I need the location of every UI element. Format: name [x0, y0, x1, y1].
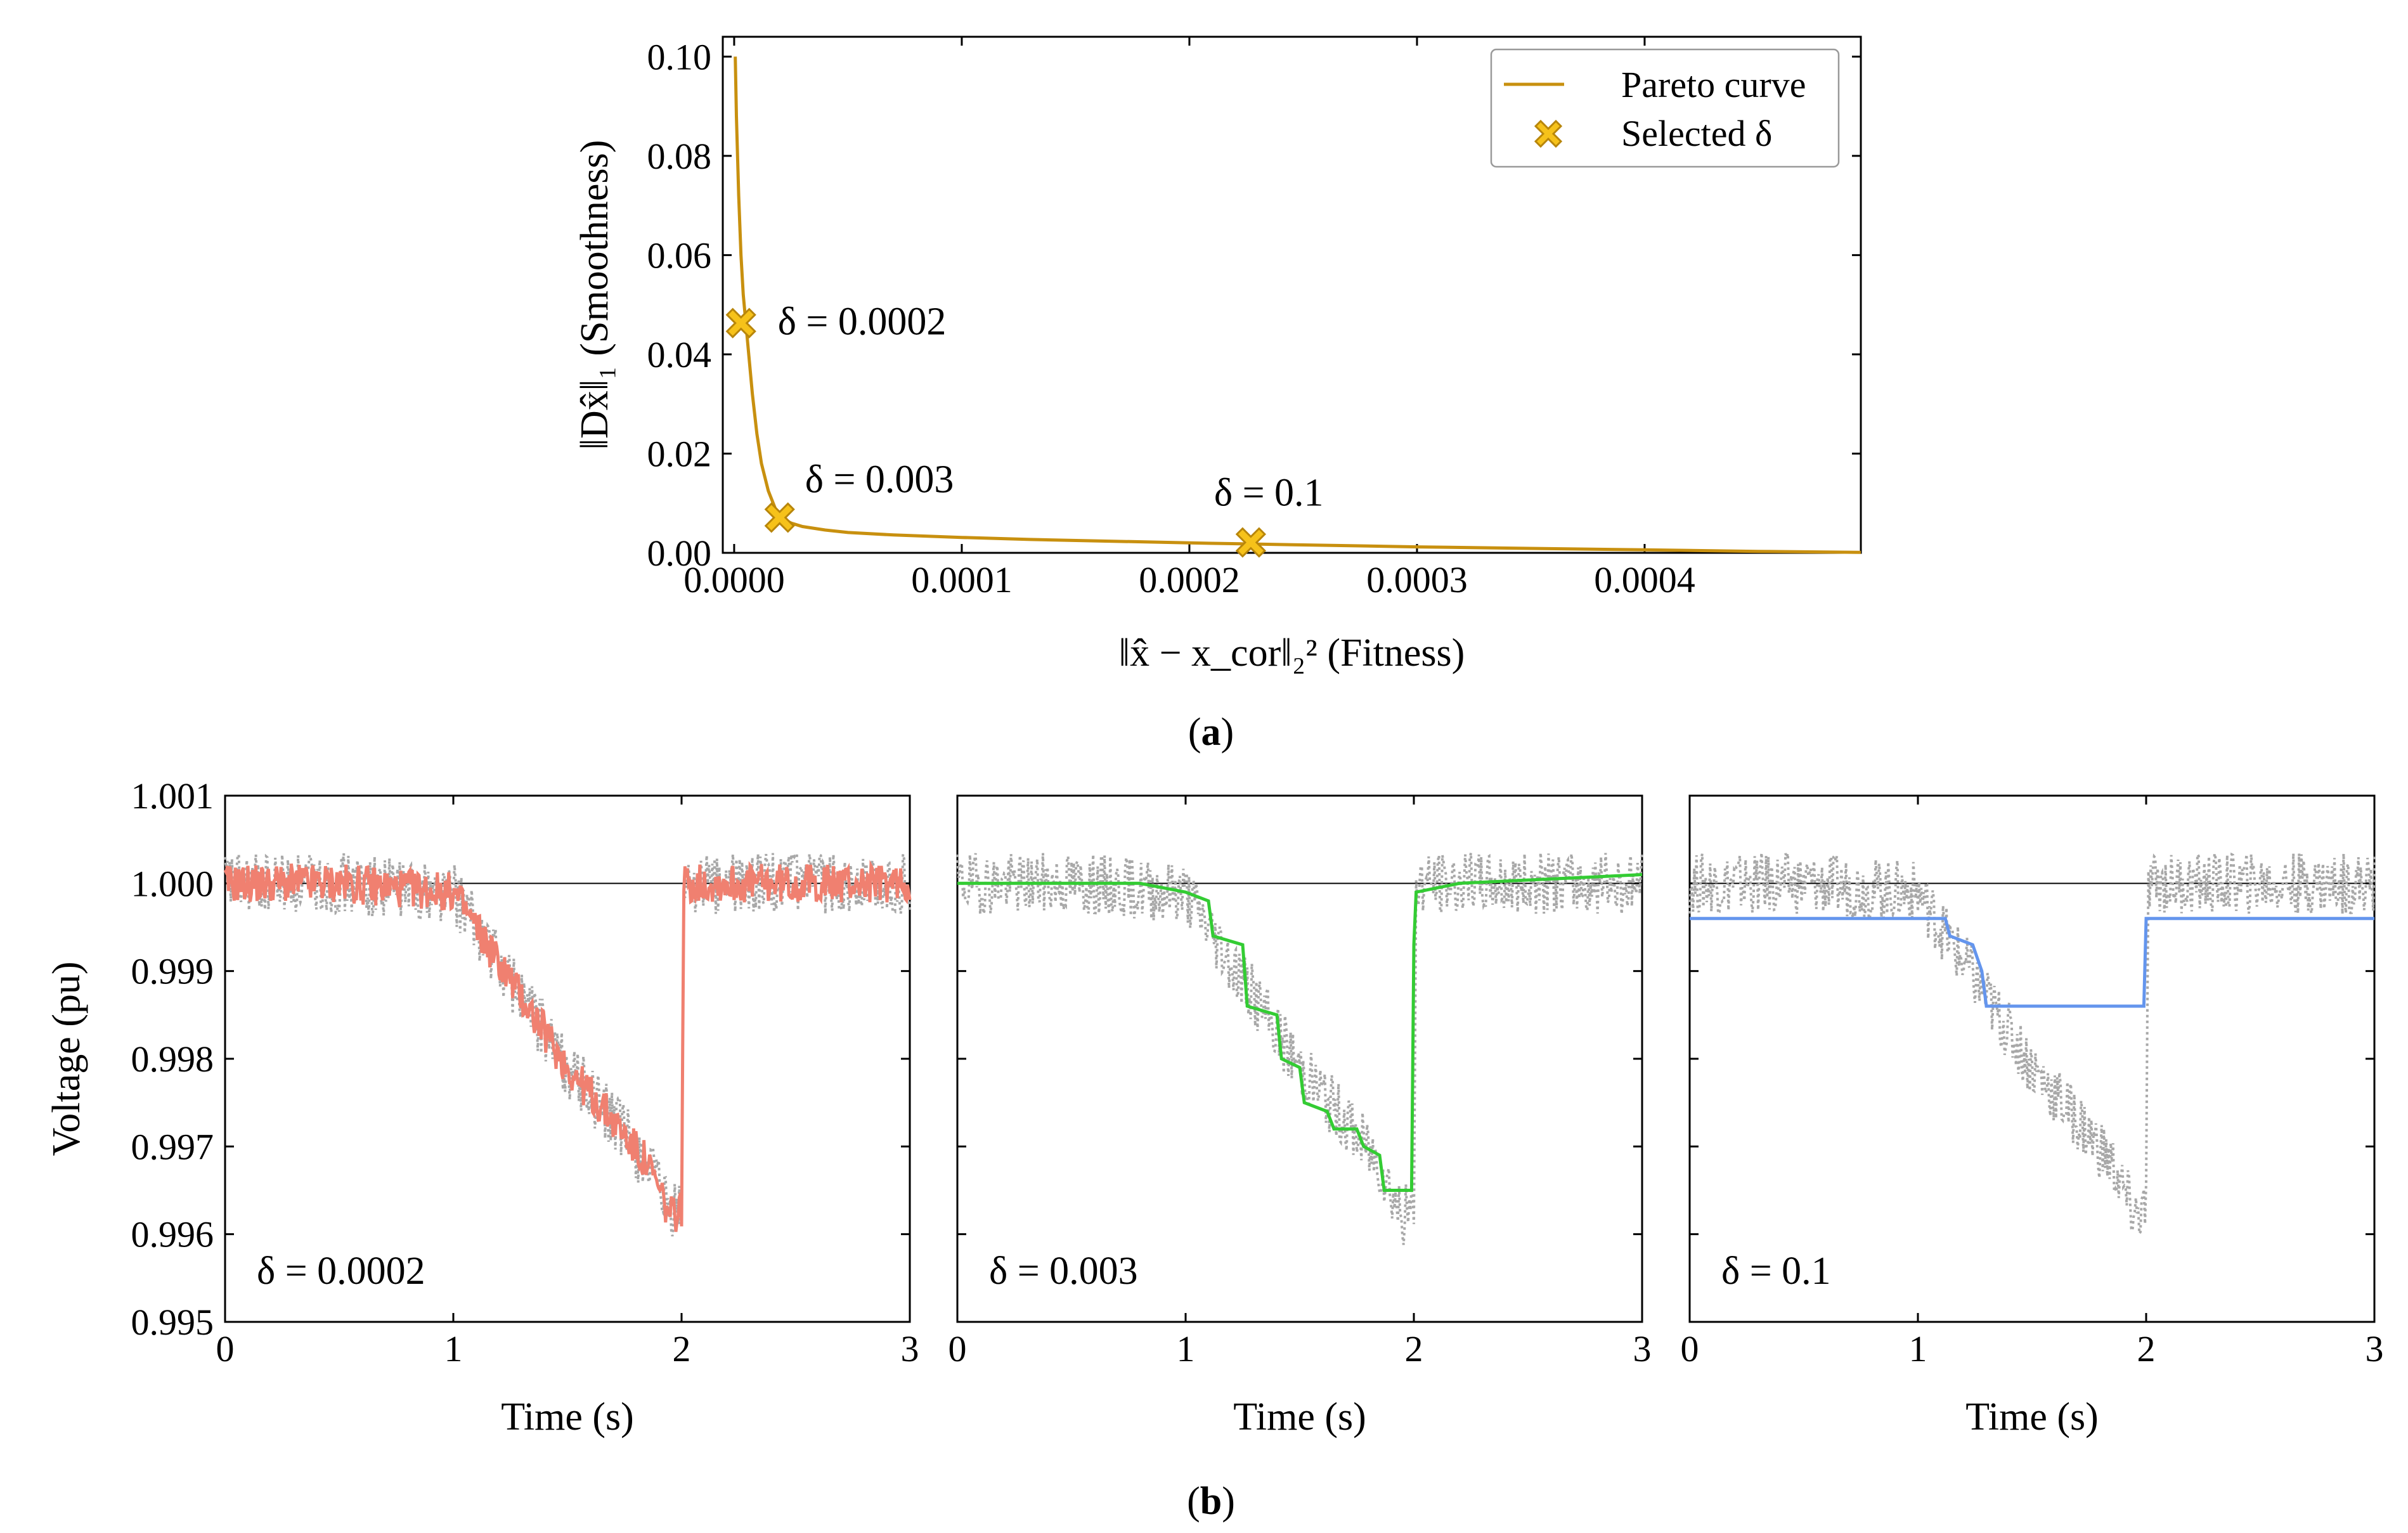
selected-delta-label: δ = 0.003	[805, 458, 954, 501]
y-tick-label: 0.04	[647, 334, 712, 375]
y-axis-label: ‖Dx̂‖₁ (Smoothness)	[573, 140, 616, 450]
legend-pareto-label: Pareto curve	[1621, 64, 1806, 105]
y-tick-label: 1.001	[131, 775, 214, 817]
x-tick-label: 3	[2366, 1328, 2384, 1369]
x-tick-label: 0.0004	[1594, 559, 1695, 600]
y-axis-label: Voltage (pu)	[45, 961, 88, 1156]
x-tick-label: 1	[444, 1328, 463, 1369]
legend-selected-swatch	[1534, 119, 1563, 148]
x-tick-label: 2	[2137, 1328, 2156, 1369]
plot-frame	[1688, 794, 2376, 1323]
legend-selected-label: Selected δ	[1621, 113, 1772, 154]
y-tick-label: 0.00	[647, 533, 712, 574]
delta-annotation: δ = 0.003	[989, 1250, 1138, 1293]
voltage-chart-delta-0.1: 0 1 2 3 δ = 0.1 Time (s)	[1681, 794, 2384, 1439]
measured-voltage-line	[956, 852, 1643, 1245]
y-tick-label: 0.06	[647, 235, 712, 276]
x-tick-label: 0	[216, 1328, 235, 1369]
delta-annotation: δ = 0.0002	[257, 1250, 425, 1293]
y-tick-label: 0.10	[647, 36, 712, 77]
x-tick-label: 2	[1405, 1328, 1423, 1369]
selected-delta-marker	[764, 502, 795, 533]
x-tick-label: 3	[901, 1328, 919, 1369]
y-tick-label: 0.999	[131, 951, 214, 992]
x-tick-label: 0.0000	[683, 559, 785, 600]
voltage-chart-delta-0.003: 0 1 2 3 δ = 0.003 Time (s)	[948, 794, 1652, 1439]
y-tick-label: 0.08	[647, 136, 712, 177]
x-tick-label: 3	[1633, 1328, 1652, 1369]
y-tick-label: 0.996	[131, 1214, 214, 1255]
x-tick-label: 0.0001	[911, 559, 1013, 600]
x-axis-label: Time (s)	[1233, 1395, 1366, 1439]
x-axis-label: Time (s)	[501, 1395, 634, 1439]
pareto-chart: 0.0000 0.0001 0.0002 0.0003 0.0004 0.00 0.02 0.…	[573, 36, 1862, 675]
x-tick-label: 1	[1909, 1328, 1927, 1369]
selected-delta-marker	[725, 307, 756, 339]
y-tick-label: 0.998	[131, 1038, 214, 1080]
selected-delta-marker	[1235, 527, 1267, 558]
y-tick-label: 1.000	[131, 863, 214, 904]
filtered-voltage-line	[1690, 917, 2374, 1008]
selected-delta-label: δ = 0.0002	[778, 301, 947, 344]
y-tick-label: 0.997	[131, 1126, 214, 1167]
x-tick-label: 0.0003	[1366, 559, 1468, 600]
filtered-voltage-line	[957, 873, 1643, 1192]
caption-a: (a)	[1188, 711, 1234, 754]
voltage-chart-delta-0.0002: 0 1 2 3 0.995 0.996 0.997 0.998 0.999 1.000 1.001 δ…	[45, 775, 919, 1439]
y-tick-label: 0.02	[647, 433, 712, 474]
x-tick-label: 2	[673, 1328, 691, 1369]
caption-a-letter: a	[1201, 711, 1221, 754]
measured-voltage-line	[1688, 850, 2376, 1238]
x-tick-label: 1	[1177, 1328, 1195, 1369]
legend-box	[1490, 48, 1840, 168]
x-tick-label: 0	[1681, 1328, 1699, 1369]
caption-b-letter: b	[1200, 1480, 1222, 1523]
plot-frame	[956, 794, 1643, 1323]
x-tick-label: 0	[948, 1328, 967, 1369]
delta-annotation: δ = 0.1	[1721, 1250, 1831, 1293]
x-axis-label: Time (s)	[1965, 1395, 2099, 1439]
x-axis-label: ‖x̂ − x_cor‖₂² (Fitness)	[1119, 631, 1465, 675]
selected-delta-label: δ = 0.1	[1214, 472, 1324, 515]
measured-voltage-line	[224, 851, 911, 1237]
caption-b: (b)	[1187, 1480, 1235, 1523]
x-tick-label: 0.0002	[1139, 559, 1240, 600]
plot-frame	[722, 36, 1862, 554]
filtered-voltage-line	[223, 859, 912, 1232]
y-tick-label: 0.995	[131, 1302, 214, 1343]
